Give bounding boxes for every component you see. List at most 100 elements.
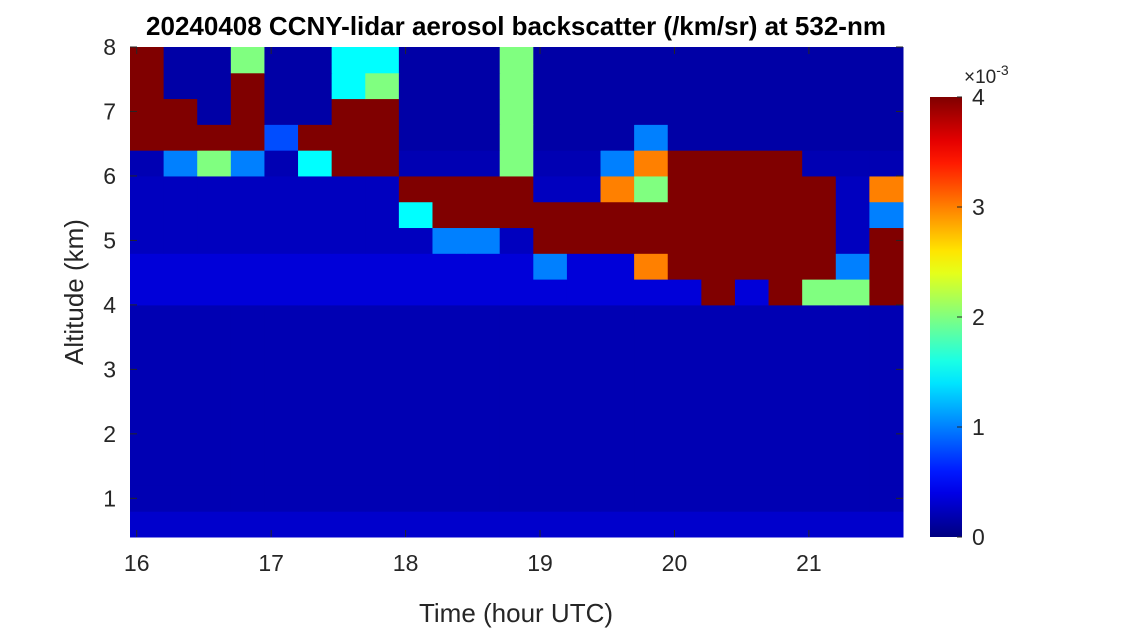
heatmap-cell: [835, 304, 870, 332]
heatmap-cell: [533, 47, 568, 74]
heatmap-cell: [734, 408, 770, 435]
heatmap-cell: [298, 279, 333, 306]
colorbar-tick-label: 0: [972, 524, 985, 550]
heatmap-cell: [230, 98, 265, 125]
heatmap-cell: [298, 330, 333, 357]
heatmap-cell: [634, 124, 669, 151]
heatmap-cell: [634, 356, 669, 383]
heatmap-cell: [533, 459, 568, 486]
heatmap-cell: [163, 98, 198, 125]
heatmap-cell: [499, 459, 534, 486]
heatmap-cell: [331, 150, 366, 177]
heatmap-cell: [566, 47, 602, 74]
heatmap-cell: [466, 433, 501, 461]
heatmap-cell: [432, 408, 467, 435]
heatmap-cell: [197, 356, 232, 383]
heatmap-cell: [365, 72, 400, 100]
heatmap-cell: [869, 124, 904, 151]
heatmap-cell: [499, 72, 534, 100]
y-tick-label: 4: [103, 292, 116, 318]
heatmap-cell: [566, 175, 602, 203]
heatmap-cell: [802, 356, 837, 383]
heatmap-cell: [499, 124, 534, 151]
heatmap-cell: [466, 150, 501, 177]
heatmap-cell: [298, 150, 333, 177]
heatmap-cell: [600, 47, 635, 74]
heatmap-cell: [197, 201, 232, 229]
heatmap-cell: [701, 150, 736, 177]
colorbar-tick-label: 3: [972, 194, 985, 220]
heatmap-cell: [768, 433, 803, 461]
heatmap-cell: [701, 253, 736, 280]
heatmap-cell: [634, 227, 669, 254]
heatmap-cell: [499, 253, 534, 280]
heatmap-cell: [130, 304, 165, 332]
heatmap-cell: [398, 124, 433, 151]
heatmap-cell: [835, 124, 870, 151]
heatmap-cell: [298, 47, 333, 74]
heatmap-cell: [701, 227, 736, 254]
y-tick-label: 5: [103, 227, 116, 253]
heatmap-cell: [298, 408, 333, 435]
heatmap-cell: [768, 98, 803, 125]
heatmap-cell: [802, 175, 837, 203]
heatmap-cell: [365, 459, 400, 486]
heatmap-cell: [533, 98, 568, 125]
heatmap-cell: [835, 330, 870, 357]
heatmap-cell: [230, 150, 265, 177]
heatmap-cell: [634, 485, 669, 512]
heatmap-cell: [667, 408, 702, 435]
heatmap-cell: [230, 433, 265, 461]
heatmap-cell: [802, 201, 837, 229]
heatmap-cell: [869, 330, 904, 357]
heatmap-cell: [499, 227, 534, 254]
heatmap-cell: [331, 330, 366, 357]
heatmap-cell: [634, 511, 669, 538]
heatmap-cell: [398, 175, 433, 203]
heatmap-cell: [298, 382, 333, 409]
heatmap-cell: [667, 433, 702, 461]
heatmap-cell: [163, 72, 198, 100]
multiplier-exponent: -3: [996, 62, 1009, 78]
heatmap-cell: [533, 408, 568, 435]
heatmap-cell: [869, 47, 904, 74]
heatmap-cell: [432, 459, 467, 486]
heatmap-cell: [264, 201, 299, 229]
heatmap-cell: [499, 485, 534, 512]
heatmap-cell: [533, 150, 568, 177]
heatmap-cell: [130, 124, 165, 151]
heatmap-cell: [264, 304, 299, 332]
heatmap-cell: [701, 408, 736, 435]
heatmap-cell: [869, 72, 904, 100]
heatmap-cell: [466, 382, 501, 409]
heatmap-cell: [533, 356, 568, 383]
heatmap-cell: [466, 253, 501, 280]
x-axis-label: Time (hour UTC): [419, 598, 613, 628]
heatmap-cell: [600, 227, 635, 254]
heatmap-cell: [566, 201, 602, 229]
heatmap-cell: [634, 279, 669, 306]
heatmap-cell: [634, 330, 669, 357]
heatmap-cell: [802, 330, 837, 357]
heatmap-cell: [197, 511, 232, 538]
heatmap-cell: [331, 253, 366, 280]
heatmap-cell: [331, 304, 366, 332]
heatmap-cell: [298, 485, 333, 512]
heatmap-cell: [835, 227, 870, 254]
colorbar-tick-label: 2: [972, 304, 985, 330]
heatmap-cell: [802, 511, 837, 538]
colorbar-tick-label: 4: [972, 84, 985, 110]
heatmap-cell: [130, 408, 165, 435]
heatmap-cell: [163, 253, 198, 280]
heatmap-cell: [566, 72, 602, 100]
heatmap-cell: [869, 253, 904, 280]
heatmap-cell: [264, 459, 299, 486]
heatmap-cell: [634, 72, 669, 100]
heatmap-cell: [634, 98, 669, 125]
heatmap-cell: [298, 511, 333, 538]
heatmap-cell: [667, 485, 702, 512]
heatmap-cell: [667, 330, 702, 357]
heatmap-cell: [398, 47, 433, 74]
heatmap-cell: [533, 330, 568, 357]
